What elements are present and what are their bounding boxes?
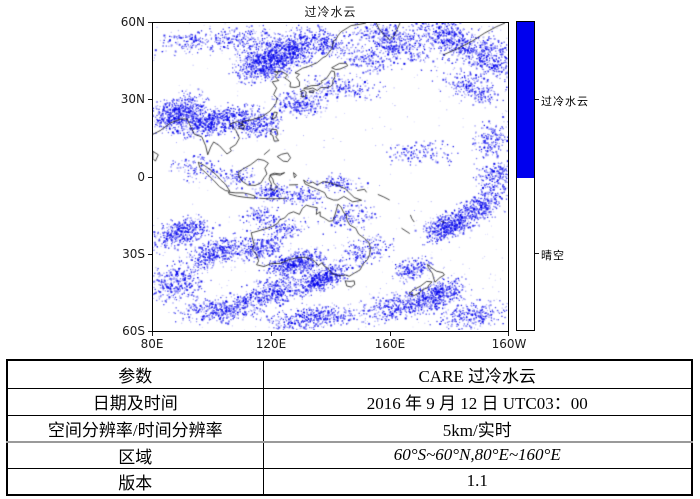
y-tick-label: 60N [120,15,145,29]
y-tick [148,22,152,23]
colorbar-cloud-label: 过冷水云 [541,96,589,108]
region-value-cell: 60°S~60°N,80°E~160°E [262,441,693,469]
x-tick-label: 160E [374,337,406,351]
colorbar-tick [535,99,539,100]
version-value-cell: 1.1 [262,467,693,496]
param-label-cell: 参数 [6,359,264,389]
y-tick [148,177,152,178]
table-row: 空间分辨率/时间分辨率 5km/实时 [6,414,693,443]
colorbar-cloud-segment [517,22,534,178]
x-tick-label: 160W [491,337,527,351]
colorbar-tick [535,253,539,254]
table-row: 参数 CARE 过冷水云 [6,359,693,389]
table-row: 日期及时间 2016 年 9 月 12 日 UTC03：00 [6,387,693,416]
resolution-value-cell: 5km/实时 [262,414,693,443]
table-row: 区域 60°S~60°N,80°E~160°E [6,441,693,469]
x-tick-label: 120E [255,337,287,351]
x-tick [152,332,153,336]
version-label-cell: 版本 [6,467,264,496]
param-value-cell: CARE 过冷水云 [262,359,693,389]
map-canvas [153,23,508,330]
y-tick-label: 30S [122,247,145,261]
region-label-cell: 区域 [6,441,264,469]
x-tick [390,332,391,336]
x-tick-label: 80E [140,337,164,351]
y-tick-label: 60S [122,324,145,338]
y-tick-label: 30N [120,92,145,106]
table-row: 版本 1.1 [6,467,693,496]
datetime-value-cell: 2016 年 9 月 12 日 UTC03：00 [262,387,693,416]
y-tick [148,99,152,100]
map-plot-frame [152,22,509,332]
figure-title: 过冷水云 [304,5,357,19]
x-tick [508,332,509,336]
resolution-label-cell: 空间分辨率/时间分辨率 [6,414,264,443]
y-tick [148,254,152,255]
x-tick [271,332,272,336]
colorbar [516,21,535,331]
y-tick-label: 0 [137,170,145,184]
metadata-table: 参数 CARE 过冷水云 日期及时间 2016 年 9 月 12 日 UTC03… [6,359,693,496]
colorbar-clear-label: 晴空 [541,250,565,262]
y-tick [148,331,152,332]
datetime-label-cell: 日期及时间 [6,387,264,416]
